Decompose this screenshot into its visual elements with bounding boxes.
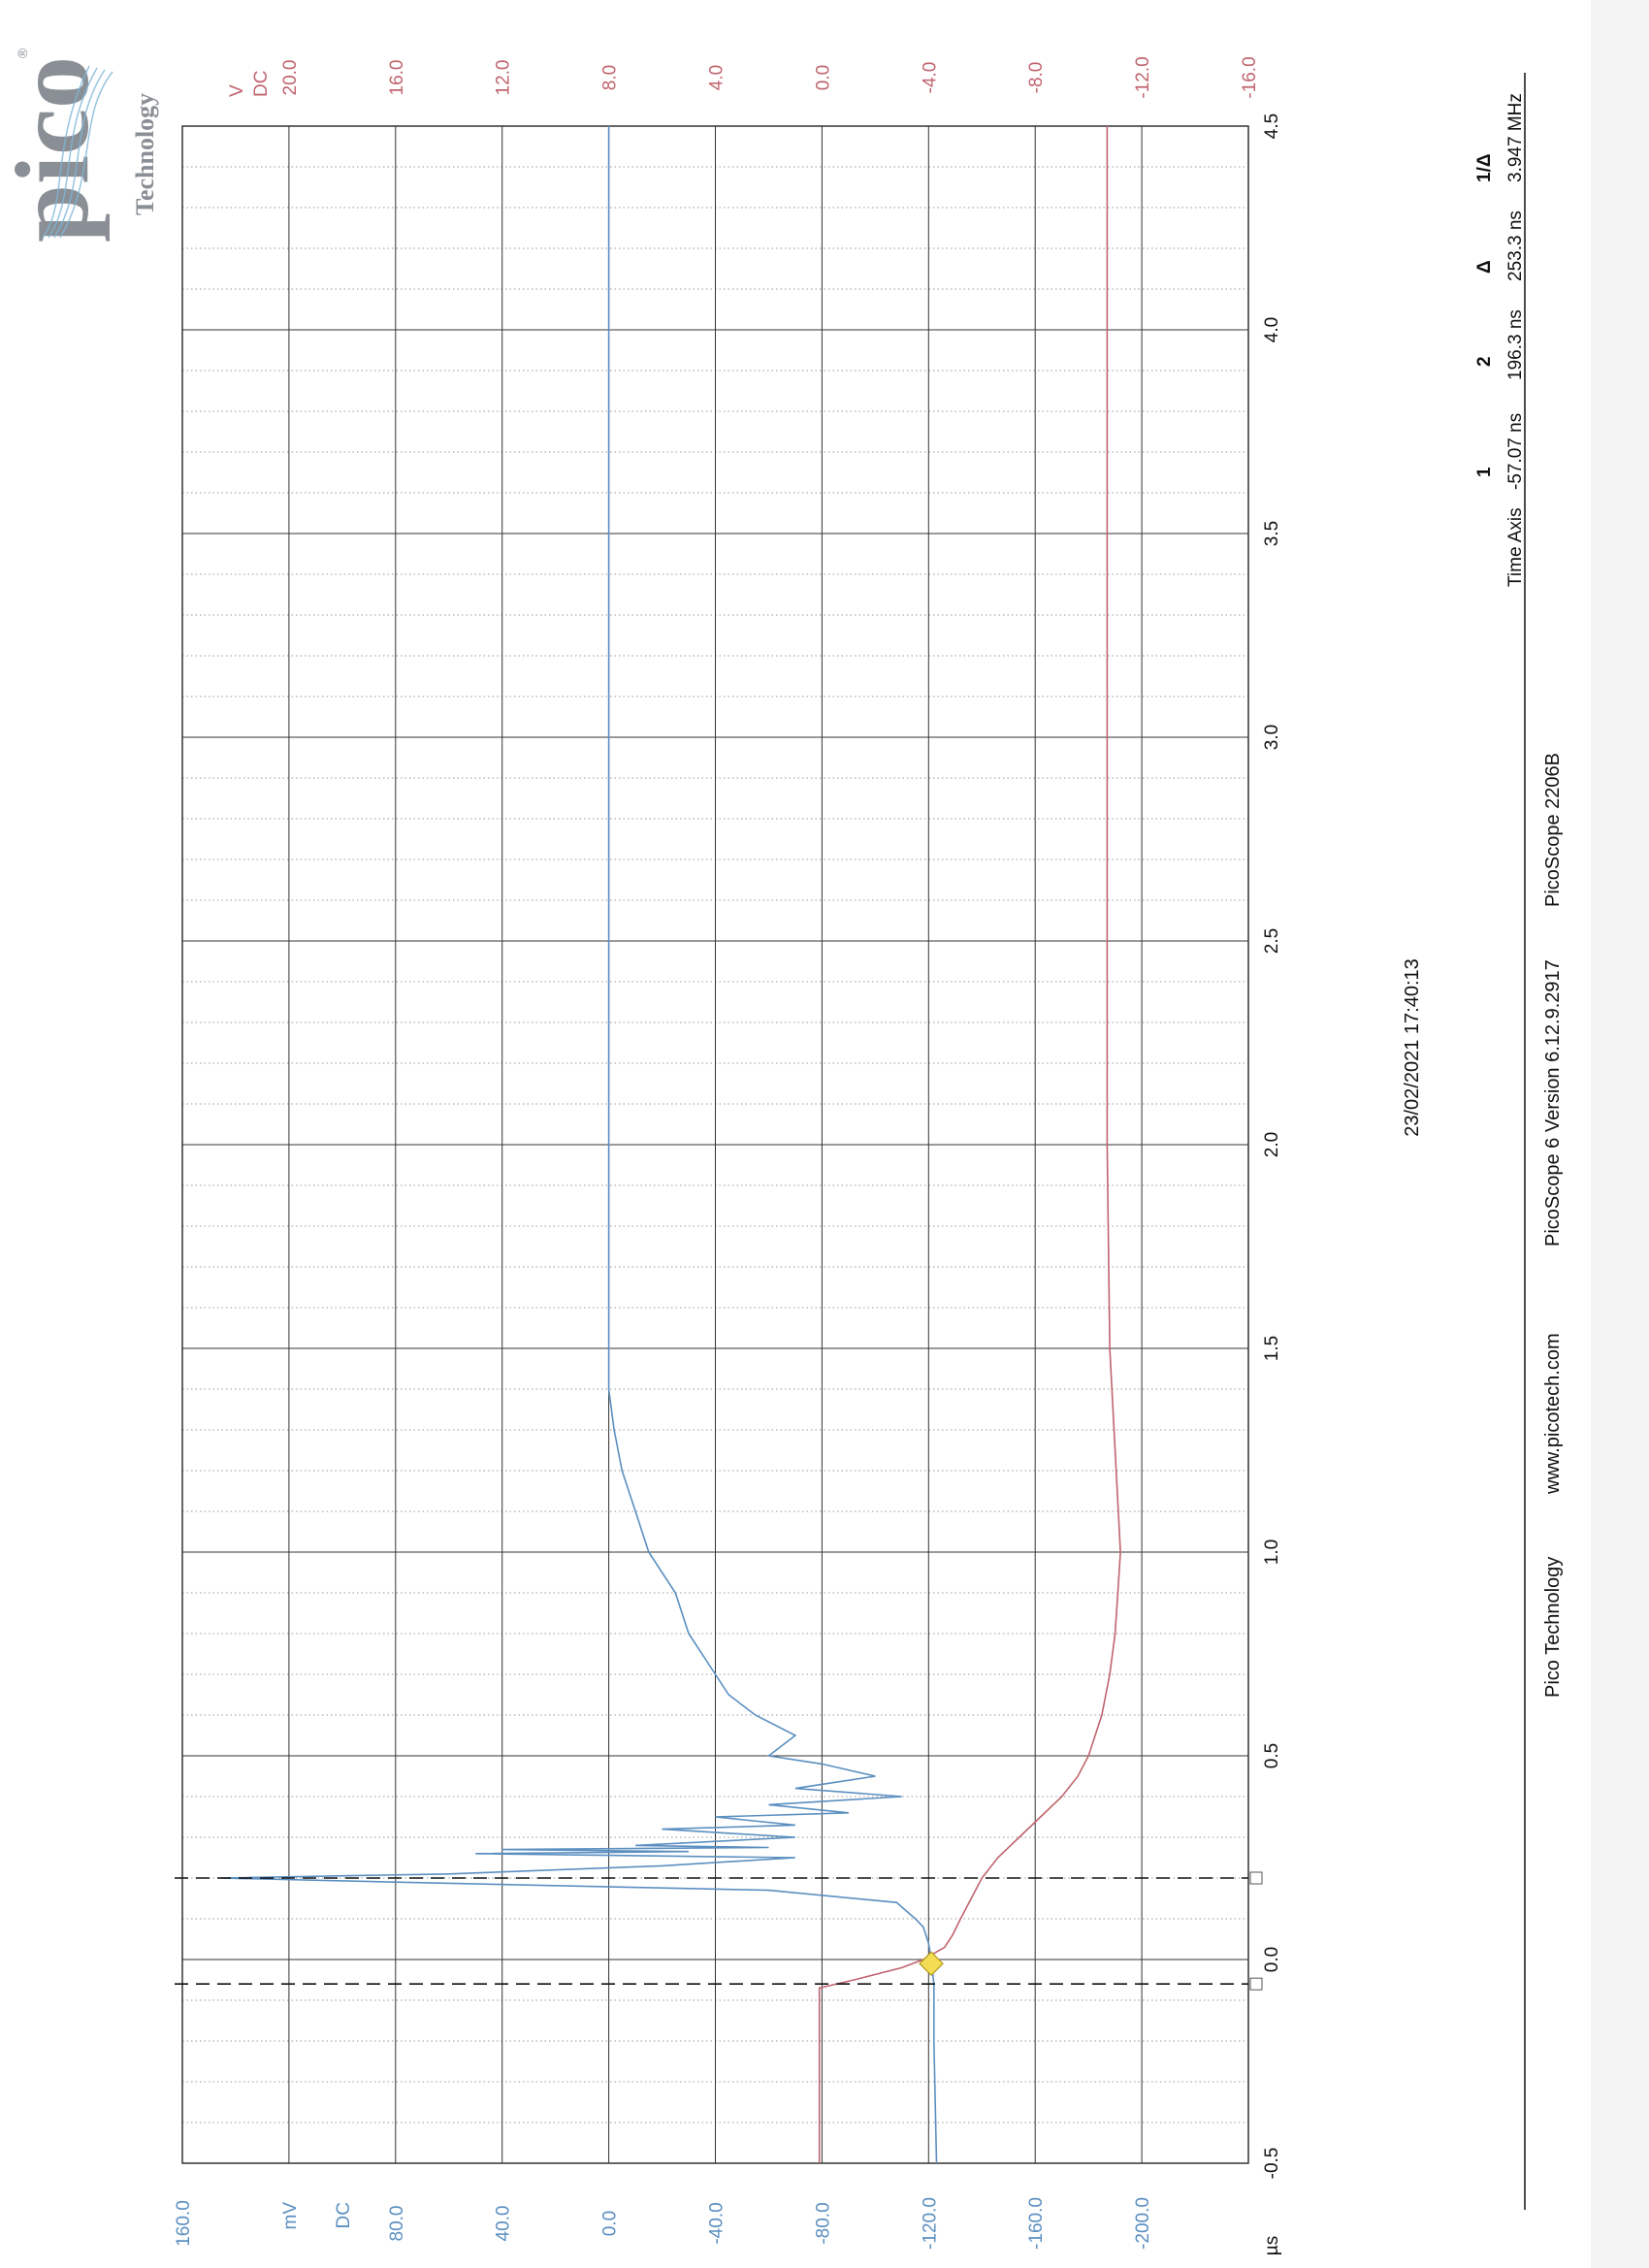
channel-b-tick-label: -12.0 bbox=[1133, 56, 1153, 98]
measurement-value-1: -57.07 ns bbox=[1505, 413, 1526, 490]
x-tick-label: 4.0 bbox=[1262, 317, 1282, 342]
channel_a-trace bbox=[219, 126, 938, 2164]
scan-edge bbox=[1591, 0, 1649, 2268]
channel-a-tick-label: 40.0 bbox=[494, 2206, 514, 2242]
channel-b-tick-label: 12.0 bbox=[494, 60, 514, 96]
channel-b-coupling: DC bbox=[251, 71, 272, 97]
x-tick-label: 1.0 bbox=[1262, 1539, 1282, 1565]
measurement-value-2: 196.3 ns bbox=[1505, 309, 1526, 380]
logo-wave-icon bbox=[42, 65, 113, 239]
footer-version: PicoScope 6 Version 6.12.9.2917 bbox=[1542, 959, 1564, 1247]
channel-a-tick-label: -120.0 bbox=[920, 2197, 940, 2250]
channel-a-tick-label: -80.0 bbox=[813, 2202, 833, 2244]
x-tick-label: 3.0 bbox=[1262, 725, 1282, 750]
measurement-value-delta: 253.3 ns bbox=[1505, 211, 1526, 281]
trigger-marker-icon bbox=[919, 1951, 944, 1977]
channel-b-tick-label: 16.0 bbox=[387, 60, 407, 96]
measurement-value-frequency: 3.947 MHz bbox=[1505, 93, 1526, 182]
plot-area: -0.5 0.0 0.5 1.0 1.5 2.0 2.5 3.0 3.5 4.0 4.5 µs 160.… bbox=[174, 56, 1282, 2255]
logo-registered: ® bbox=[15, 48, 30, 58]
channel-a-tick-label: 160.0 bbox=[174, 2200, 194, 2247]
measurement-header-delta: Δ bbox=[1474, 260, 1495, 274]
measurement-header-frequency: 1/Δ bbox=[1474, 153, 1495, 182]
channel-b-tick-label: 4.0 bbox=[707, 65, 728, 90]
time-ruler-handle-2 bbox=[1249, 1871, 1263, 1885]
print-timestamp: 23/02/2021 17:40:13 bbox=[1402, 958, 1423, 1137]
channel-b-tick-label: -16.0 bbox=[1240, 56, 1260, 98]
x-tick-label: 4.5 bbox=[1262, 113, 1282, 139]
channel-b-tick-label: -4.0 bbox=[920, 62, 940, 94]
x-tick-label: 0.5 bbox=[1262, 1743, 1282, 1768]
channel-a-tick-label: 80.0 bbox=[387, 2206, 407, 2242]
footer-company: Pico Technology bbox=[1542, 1557, 1564, 1698]
channel-a-tick-label: 0.0 bbox=[600, 2211, 621, 2236]
channel-b-unit: V bbox=[227, 84, 247, 97]
time-ruler-handle-1 bbox=[1249, 1977, 1263, 1991]
logo-subtitle: Technology bbox=[131, 93, 159, 215]
plot-frame bbox=[181, 125, 1249, 2164]
pico-logo: pico ® Technology bbox=[0, 48, 159, 243]
logo-wordmark: pico bbox=[0, 56, 111, 243]
footer-model: PicoScope 2206B bbox=[1542, 753, 1564, 907]
channel-a-unit: mV bbox=[280, 2202, 301, 2230]
footer: Pico Technology www.picotech.com PicoSco… bbox=[1542, 753, 1564, 1698]
x-tick-label: 1.5 bbox=[1262, 1336, 1282, 1361]
channel-b-tick-label: 0.0 bbox=[813, 65, 833, 90]
channel-a-tick-label: -160.0 bbox=[1026, 2197, 1047, 2250]
x-tick-label: 3.5 bbox=[1262, 521, 1282, 546]
measurement-header-1: 1 bbox=[1474, 467, 1495, 477]
x-tick-label: 2.5 bbox=[1262, 928, 1282, 954]
measurement-header-2: 2 bbox=[1474, 356, 1495, 367]
channel-a-coupling: DC bbox=[334, 2202, 354, 2228]
channel-a-tick-label: -40.0 bbox=[707, 2202, 728, 2244]
x-unit-label: µs bbox=[1262, 2236, 1282, 2255]
channel-b-tick-label: -8.0 bbox=[1026, 62, 1047, 94]
x-tick-label: 0.0 bbox=[1262, 1947, 1282, 1972]
channel-a-tick-label: -200.0 bbox=[1133, 2197, 1153, 2250]
channel-b-tick-label: 8.0 bbox=[600, 65, 621, 90]
channel-b-tick-label: 20.0 bbox=[280, 60, 301, 96]
x-tick-label: -0.5 bbox=[1262, 2148, 1282, 2180]
measurements-table: Time Axis -57.07 ns 1 196.3 ns 2 253.3 n… bbox=[1474, 93, 1526, 587]
x-tick-label: 2.0 bbox=[1262, 1132, 1282, 1157]
footer-website: www.picotech.com bbox=[1542, 1333, 1564, 1495]
measurements-row-label: Time Axis bbox=[1505, 507, 1526, 587]
